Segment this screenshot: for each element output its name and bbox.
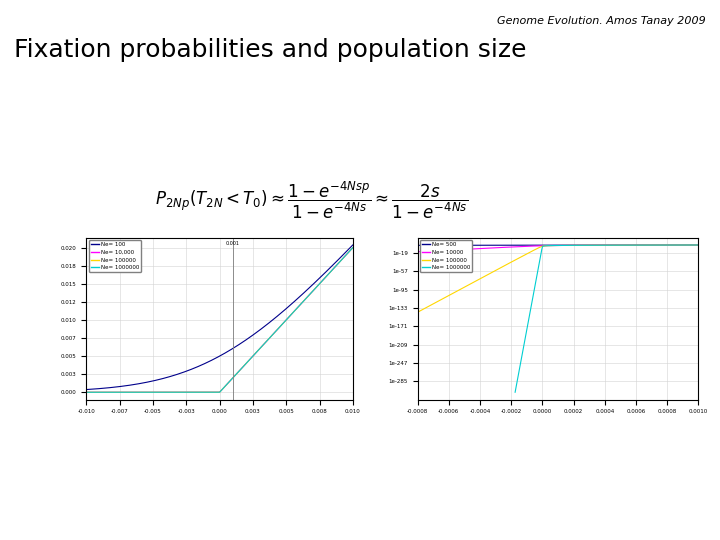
Legend: Ne= 500, Ne= 10000, Ne= 100000, Ne= 1000000: Ne= 500, Ne= 10000, Ne= 100000, Ne= 1000…: [420, 240, 472, 272]
Ne= 100000: [623, 242, 631, 248]
Ne= 1000000: [184, 389, 193, 395]
Ne= 1000000: [518, 349, 527, 355]
Ne= 1000000: [540, 242, 549, 249]
Line: Ne= 1000000: Ne= 1000000: [515, 245, 698, 392]
Ne= 1000000: [690, 242, 699, 248]
Text: Genome Evolution. Amos Tanay 2009: Genome Evolution. Amos Tanay 2009: [497, 16, 706, 26]
Ne= 100: [82, 386, 91, 393]
Ne= 10000: [521, 243, 529, 249]
Ne= 10000: [694, 242, 703, 248]
Ne= 1000000: [510, 389, 519, 395]
Ne= 100000: [184, 389, 193, 395]
Text: $P_{2Np}(T_{2N} < T_0) \approx \dfrac{1-e^{-4Nsp}}{1-e^{-4Ns}} \approx \dfrac{2s: $P_{2Np}(T_{2N} < T_0) \approx \dfrac{1-…: [155, 179, 468, 220]
Ne= 500: [623, 242, 631, 248]
Ne= 1000000: [552, 242, 561, 249]
Ne= 100000: [694, 242, 703, 248]
Text: 0.001: 0.001: [226, 241, 240, 246]
Ne= 100: [184, 367, 193, 374]
Legend: Ne= 100, Ne= 10,000, Ne= 100000, Ne= 1000000: Ne= 100, Ne= 10,000, Ne= 100000, Ne= 100…: [89, 240, 141, 272]
Ne= 10000: [582, 242, 590, 248]
Ne= 100: [348, 242, 357, 248]
Ne= 100000: [413, 309, 422, 315]
Line: Ne= 100000: Ne= 100000: [418, 245, 698, 312]
Ne= 10000: [623, 242, 631, 248]
Ne= 100000: [315, 281, 323, 288]
Ne= 100: [315, 275, 323, 282]
Ne= 100000: [196, 389, 204, 395]
Ne= 100: [343, 247, 352, 254]
Ne= 500: [694, 242, 703, 248]
Ne= 500: [596, 242, 605, 248]
Ne= 1000000: [112, 389, 121, 395]
Ne= 100: [112, 383, 121, 390]
Ne= 10000: [464, 246, 473, 252]
Ne= 500: [644, 242, 653, 248]
Ne= 1000000: [343, 250, 352, 256]
Ne= 100000: [644, 242, 653, 248]
Ne= 1000000: [694, 242, 703, 248]
Ne= 10000: [644, 242, 653, 248]
Ne= 100000: [343, 250, 352, 256]
Ne= 1000000: [128, 389, 137, 395]
Line: Ne= 10000: Ne= 10000: [418, 245, 698, 252]
Ne= 100: [196, 362, 204, 369]
Ne= 100000: [582, 242, 590, 248]
Ne= 100000: [348, 245, 357, 251]
Ne= 10,000: [82, 389, 91, 395]
Ne= 10,000: [112, 389, 121, 395]
Line: Ne= 10,000: Ne= 10,000: [86, 248, 353, 392]
Ne= 500: [464, 242, 473, 248]
Ne= 10000: [413, 248, 422, 255]
Ne= 100000: [464, 282, 473, 288]
Text: Fixation probabilities and population size: Fixation probabilities and population si…: [14, 38, 527, 62]
Ne= 1000000: [82, 389, 91, 395]
Ne= 10,000: [196, 389, 204, 395]
Ne= 10000: [596, 242, 605, 248]
Ne= 500: [413, 242, 422, 248]
Ne= 1000000: [656, 242, 665, 248]
Ne= 1000000: [315, 281, 323, 288]
Ne= 100: [128, 382, 137, 388]
Ne= 10,000: [343, 250, 352, 256]
Line: Ne= 100: Ne= 100: [86, 245, 353, 389]
Line: Ne= 1000000: Ne= 1000000: [86, 248, 353, 392]
Ne= 10,000: [128, 389, 137, 395]
Ne= 10,000: [348, 245, 357, 251]
Ne= 100000: [596, 242, 605, 248]
Ne= 1000000: [348, 245, 357, 251]
Ne= 1000000: [196, 389, 204, 395]
Ne= 10,000: [315, 281, 323, 288]
Ne= 100000: [128, 389, 137, 395]
Ne= 1000000: [600, 242, 608, 248]
Ne= 100000: [82, 389, 91, 395]
Ne= 100000: [112, 389, 121, 395]
Line: Ne= 100000: Ne= 100000: [86, 248, 353, 392]
Ne= 500: [521, 242, 529, 248]
Ne= 10,000: [184, 389, 193, 395]
Ne= 100000: [521, 252, 529, 258]
Ne= 500: [582, 242, 590, 248]
